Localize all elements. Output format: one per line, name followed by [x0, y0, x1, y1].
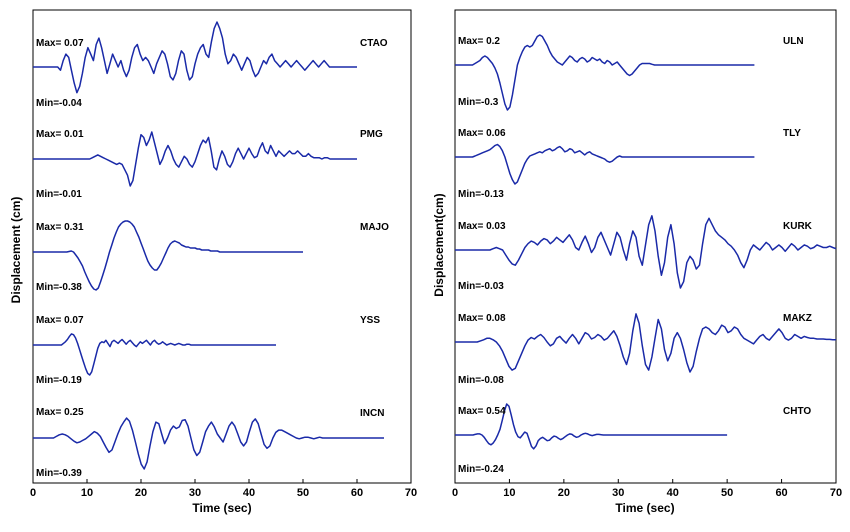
x-tick-label: 40 [243, 487, 255, 499]
max-label: Max= 0.31 [36, 222, 84, 233]
trace-uln [455, 34, 755, 111]
trace-pmg [33, 131, 357, 187]
x-tick-label: 10 [81, 487, 93, 499]
min-label: Min=-0.04 [36, 98, 82, 109]
station-label: ULN [783, 36, 804, 47]
trace-incn [33, 417, 384, 470]
min-label: Min=-0.24 [458, 464, 504, 475]
x-tick-label: 20 [558, 487, 570, 499]
max-label: Max= 0.07 [36, 315, 84, 326]
max-label: Max= 0.54 [458, 406, 506, 417]
max-label: Max= 0.06 [458, 128, 506, 139]
min-label: Min=-0.39 [36, 468, 82, 479]
min-label: Min=-0.03 [458, 281, 504, 292]
min-label: Min=-0.3 [458, 97, 499, 108]
station-label: CTAO [360, 38, 388, 49]
x-tick-label: 0 [30, 487, 36, 499]
trace-ctao [33, 21, 357, 94]
x-tick-label: 30 [189, 487, 201, 499]
max-label: Max= 0.08 [458, 313, 506, 324]
max-label: Max= 0.25 [36, 407, 84, 418]
station-label: KURK [783, 221, 813, 232]
x-tick-label: 50 [721, 487, 733, 499]
right-plot-frame [454, 9, 837, 484]
left-y-axis-label: Displacement (cm) [9, 197, 23, 304]
station-label: MAJO [360, 222, 389, 233]
right-y-axis-label: Displacement(cm) [432, 193, 446, 296]
left-panel: Time (sec) Displacement (cm) 0 10 20 30 40 50… [9, 9, 417, 515]
trace-majo [33, 220, 303, 291]
max-label: Max= 0.2 [458, 36, 500, 47]
right-panel: Time (sec) Displacement(cm) 0 10 20 30 40 50 6… [432, 9, 842, 515]
station-label: YSS [360, 315, 380, 326]
station-label: CHTO [783, 406, 811, 417]
max-label: Max= 0.01 [36, 129, 84, 140]
left-x-axis-label: Time (sec) [192, 501, 251, 515]
x-tick-label: 0 [452, 487, 458, 499]
x-tick-label: 40 [667, 487, 679, 499]
x-tick-label: 60 [775, 487, 787, 499]
trace-kurk [455, 215, 837, 289]
x-tick-label: 50 [297, 487, 309, 499]
station-label: MAKZ [783, 313, 812, 324]
max-label: Max= 0.07 [36, 38, 84, 49]
min-label: Min=-0.38 [36, 282, 82, 293]
trace-makz [455, 313, 836, 373]
min-label: Min=-0.08 [458, 375, 504, 386]
x-tick-label: 60 [351, 487, 363, 499]
trace-tly [455, 143, 755, 185]
station-label: INCN [360, 408, 384, 419]
min-label: Min=-0.19 [36, 375, 82, 386]
x-tick-label: 10 [503, 487, 515, 499]
x-tick-label: 70 [405, 487, 417, 499]
left-plot-frame [32, 9, 412, 484]
min-label: Min=-0.01 [36, 189, 82, 200]
station-label: PMG [360, 129, 383, 140]
min-label: Min=-0.13 [458, 189, 504, 200]
station-label: TLY [783, 128, 801, 139]
x-tick-label: 70 [830, 487, 842, 499]
trace-chto [455, 403, 728, 450]
x-tick-label: 20 [135, 487, 147, 499]
max-label: Max= 0.03 [458, 221, 506, 232]
x-tick-label: 30 [612, 487, 624, 499]
right-x-axis-label: Time (sec) [615, 501, 674, 515]
trace-yss [33, 333, 276, 376]
